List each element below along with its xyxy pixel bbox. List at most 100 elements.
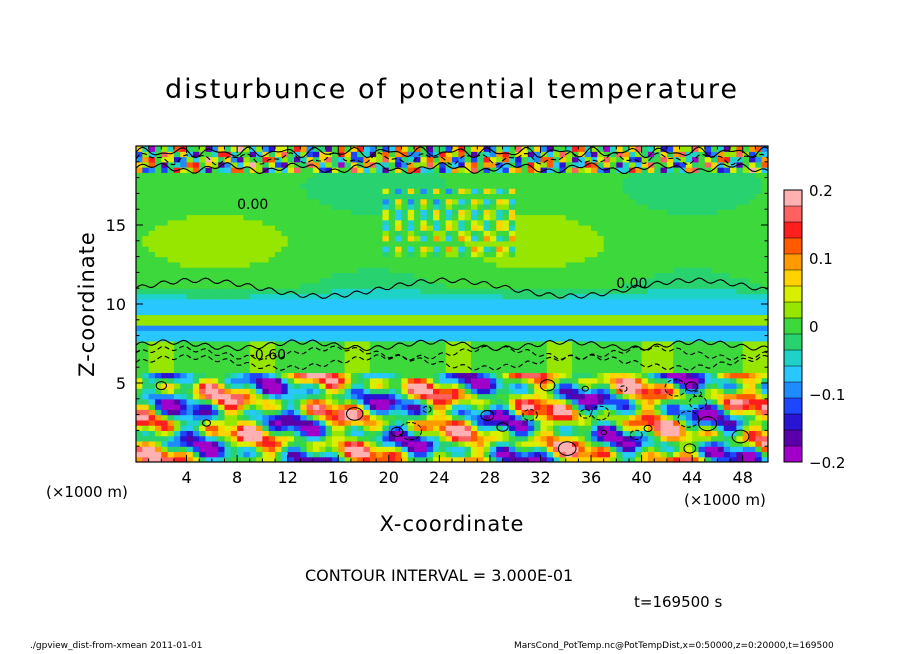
field-cell (464, 367, 472, 374)
field-cell (553, 198, 561, 205)
field-cell (338, 272, 346, 279)
field-cell (319, 304, 327, 310)
field-cell (433, 246, 440, 252)
field-cell (565, 235, 573, 242)
field-cell (275, 256, 282, 263)
field-cell (218, 367, 226, 374)
field-cell (508, 161, 516, 168)
field-cell (502, 404, 510, 410)
field-cell (572, 277, 579, 284)
field-cell (287, 440, 295, 447)
field-cell (357, 398, 365, 405)
field-cell (452, 182, 459, 189)
field-cell (540, 209, 548, 216)
field-cell (401, 304, 409, 310)
field-cell (458, 235, 466, 242)
field-cell (192, 351, 200, 358)
field-cell (584, 282, 592, 289)
field-cell (262, 177, 270, 184)
field-cell (357, 325, 365, 331)
field-cell (173, 435, 181, 442)
field-cell (173, 293, 181, 300)
field-cell (489, 209, 497, 216)
field-cell (540, 240, 548, 247)
field-cell (363, 288, 371, 295)
field-cell (559, 351, 567, 358)
field-cell (218, 356, 226, 363)
field-cell (382, 340, 390, 347)
field-cell (344, 277, 352, 284)
field-cell (496, 409, 504, 416)
field-cell (458, 340, 466, 347)
field-cell (559, 398, 567, 405)
field-cell (534, 267, 542, 274)
field-cell (154, 451, 162, 458)
field-cell (502, 325, 510, 331)
field-cell (622, 151, 630, 158)
field-cell (458, 214, 466, 221)
field-cell (319, 430, 327, 437)
field-cell (515, 219, 523, 226)
field-cell (464, 340, 472, 347)
field-cell (464, 198, 472, 205)
field-cell (635, 214, 643, 221)
field-cell (610, 304, 617, 310)
field-cell (628, 240, 636, 247)
field-cell (180, 309, 188, 316)
field-cell (256, 151, 263, 158)
field-cell (470, 219, 478, 226)
field-cell (142, 251, 150, 258)
field-cell (496, 214, 504, 221)
field-cell (224, 309, 232, 316)
field-cell (553, 225, 561, 231)
field-cell (477, 256, 485, 263)
field-cell (521, 246, 529, 252)
field-cell (154, 246, 162, 252)
field-cell (180, 414, 188, 421)
field-cell (344, 425, 352, 432)
field-cell (199, 351, 207, 358)
field-cell (287, 230, 295, 237)
field-cell (597, 261, 605, 268)
field-cell (205, 282, 213, 289)
field-cell (369, 235, 377, 242)
field-cell (369, 346, 377, 353)
field-cell (395, 409, 403, 416)
field-cell (654, 288, 662, 295)
field-cell (559, 430, 567, 437)
field-cell (527, 398, 535, 405)
field-cell (603, 219, 611, 226)
field-cell (192, 251, 200, 258)
field-cell (357, 419, 365, 426)
field-cell (603, 314, 611, 321)
field-cell (256, 230, 263, 237)
field-cell (534, 246, 542, 252)
field-cell (369, 188, 377, 195)
field-cell (142, 304, 150, 310)
field-cell (142, 240, 150, 247)
field-cell (369, 309, 377, 316)
field-cell (458, 351, 466, 358)
field-cell (268, 235, 276, 242)
field-cell (211, 225, 219, 231)
field-cell (647, 177, 655, 184)
field-cell (622, 198, 630, 205)
field-cell (262, 351, 270, 358)
field-cell (515, 198, 523, 205)
field-cell (173, 219, 181, 226)
field-cell (344, 251, 352, 258)
field-cell (218, 440, 226, 447)
field-cell (319, 277, 327, 284)
field-cell (483, 335, 491, 342)
field-cell (268, 151, 276, 158)
field-cell (458, 356, 466, 363)
field-cell (496, 261, 504, 268)
field-cell (186, 146, 194, 152)
field-cell (350, 193, 358, 200)
field-cell (407, 298, 415, 305)
field-cell (287, 356, 295, 363)
field-cell (382, 330, 390, 337)
field-cell (154, 456, 162, 462)
field-cell (180, 409, 188, 416)
field-cell (142, 188, 150, 195)
